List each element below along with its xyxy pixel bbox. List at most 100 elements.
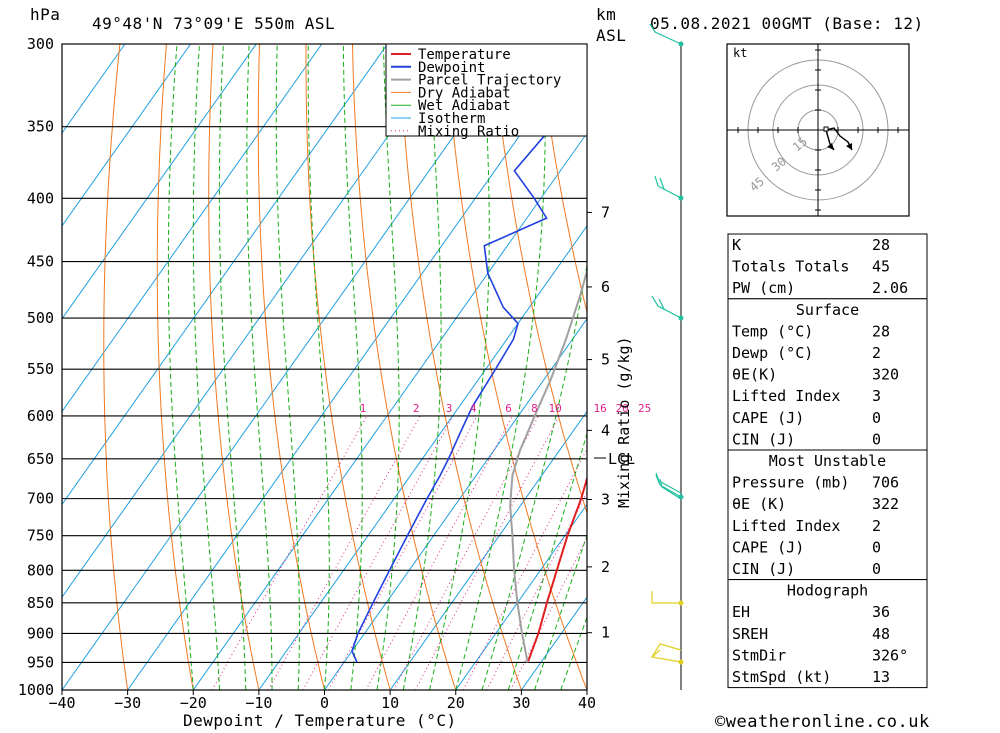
sounding-series bbox=[351, 84, 587, 663]
isotherm-line bbox=[389, 410, 587, 690]
dry-adiabat-line bbox=[257, 44, 325, 690]
mixing-ratio-lines bbox=[211, 415, 587, 690]
plot-area bbox=[62, 44, 587, 690]
pressure-tick-label: 800 bbox=[27, 561, 54, 579]
wet-adiabat-line bbox=[167, 44, 194, 690]
index-value: 320 bbox=[872, 366, 899, 384]
index-name: SREH bbox=[732, 625, 768, 643]
temperature-tick-label: 20 bbox=[447, 694, 465, 712]
wind-barb bbox=[654, 175, 682, 199]
series-line-dewpoint bbox=[351, 84, 587, 663]
pressure-tick-label: 600 bbox=[27, 407, 54, 425]
wind-profile bbox=[649, 23, 684, 690]
dry-adiabat-line bbox=[208, 44, 260, 690]
mixing-ratio-line bbox=[267, 415, 421, 690]
wind-barb bbox=[649, 23, 682, 45]
index-name: StmDir bbox=[732, 646, 786, 664]
pressure-tick-label: 950 bbox=[27, 653, 54, 671]
mixing-ratio-label: 4 bbox=[470, 402, 477, 415]
legend-entry: Isotherm bbox=[418, 111, 485, 127]
wind-barb bbox=[651, 643, 682, 658]
indices-block bbox=[727, 579, 928, 689]
hodograph-unit: kt bbox=[733, 46, 747, 60]
hodograph-arrow bbox=[827, 143, 834, 150]
index-name: Pressure (mb) bbox=[732, 474, 849, 492]
index-value: 3 bbox=[872, 387, 881, 405]
datetime-label: 05.08.2021 00GMT (Base: 12) bbox=[650, 14, 924, 33]
pressure-tick-label: 650 bbox=[27, 450, 54, 468]
wind-barb bbox=[658, 298, 665, 310]
mixing-ratio-label: 2 bbox=[413, 402, 420, 415]
dry-adiabat-line bbox=[103, 44, 129, 690]
series-line-temperature bbox=[526, 475, 587, 663]
legend-entry: Temperature bbox=[418, 47, 511, 63]
wet-adiabat-line bbox=[307, 44, 330, 690]
index-name: EH bbox=[732, 603, 750, 621]
isotherm-line bbox=[455, 503, 587, 690]
wind-barb bbox=[655, 472, 682, 494]
indices-block bbox=[727, 449, 928, 581]
pressure-tick-label: 300 bbox=[27, 35, 54, 53]
index-value: 0 bbox=[872, 409, 881, 427]
pressure-unit-label: hPa bbox=[30, 5, 60, 24]
height-km-label: 4 bbox=[601, 421, 610, 439]
index-value: 45 bbox=[872, 258, 890, 276]
wet-adiabat-line bbox=[246, 44, 273, 690]
location-title: 49°48'N 73°09'E 550m ASL bbox=[92, 14, 335, 33]
mixing-ratio-label: 3 bbox=[446, 402, 453, 415]
mixing-ratio-label: 25 bbox=[638, 402, 651, 415]
pressure-tick-label: 400 bbox=[27, 189, 54, 207]
mixing-ratio-label: 20 bbox=[616, 402, 629, 415]
index-name: Dewp (°C) bbox=[732, 344, 813, 362]
index-value: 0 bbox=[872, 430, 881, 448]
wet-adiabat-line bbox=[455, 44, 546, 690]
height-asl-label: ASL bbox=[596, 26, 626, 45]
index-value: 28 bbox=[872, 236, 890, 254]
pressure-tick-label: 700 bbox=[27, 490, 54, 508]
wet-adiabat-line bbox=[534, 533, 587, 690]
wind-barb bbox=[651, 295, 682, 319]
index-name: Lifted Index bbox=[732, 517, 840, 535]
credit-link[interactable]: ©weatheronline.co.uk bbox=[715, 712, 930, 732]
temperature-tick-labels: −40 −30 −20 −10 0 10 20 30 40 bbox=[48, 690, 596, 712]
hodograph-storm-marker bbox=[823, 126, 829, 132]
temperature-tick-label: −20 bbox=[180, 694, 207, 712]
mixing-ratio-label: 8 bbox=[531, 402, 538, 415]
temperature-tick-label: −40 bbox=[48, 694, 75, 712]
index-name: CAPE (J) bbox=[732, 409, 804, 427]
series-line-parcel-trajectory bbox=[509, 267, 587, 663]
isotherm-line bbox=[62, 44, 192, 227]
index-value: 706 bbox=[872, 474, 899, 492]
wind-barb bbox=[655, 474, 682, 498]
index-value: 2 bbox=[872, 344, 881, 362]
mixing-ratio-label: 1 bbox=[360, 402, 367, 415]
wet-adiabat-line bbox=[275, 44, 300, 690]
isotherm-line bbox=[127, 44, 585, 690]
height-km-label: 5 bbox=[601, 351, 610, 369]
index-value: 48 bbox=[872, 625, 890, 643]
index-value: 2 bbox=[872, 517, 881, 535]
index-value: 326° bbox=[872, 646, 908, 664]
mixing-ratio-line bbox=[462, 447, 587, 690]
height-km-label: 1 bbox=[601, 624, 610, 642]
wind-barb bbox=[659, 177, 665, 190]
wet-adiabat-line bbox=[218, 44, 247, 690]
pressure-tick-label: 500 bbox=[27, 309, 54, 327]
isotherm-line bbox=[324, 317, 587, 690]
index-name: Lifted Index bbox=[732, 387, 840, 405]
indices-block bbox=[727, 233, 928, 300]
index-name: CIN (J) bbox=[732, 560, 795, 578]
indices-block-title: Most Unstable bbox=[769, 452, 886, 470]
mixing-ratio-line bbox=[302, 415, 454, 690]
legend-box bbox=[385, 43, 588, 137]
legend-entry: Dry Adiabat bbox=[418, 85, 511, 101]
index-name: K bbox=[732, 236, 741, 254]
wet-adiabat-line bbox=[507, 431, 587, 690]
pressure-tick-labels: 300 350 400 450 500 550 600 650 700 750 800 850 900 9… bbox=[18, 35, 54, 699]
mixing-ratio-axis-label: Mixing Ratio (g/kg) bbox=[615, 336, 633, 508]
height-unit-label: km bbox=[596, 5, 616, 24]
index-value: 13 bbox=[872, 668, 890, 686]
pressure-tick-label: 750 bbox=[27, 527, 54, 545]
